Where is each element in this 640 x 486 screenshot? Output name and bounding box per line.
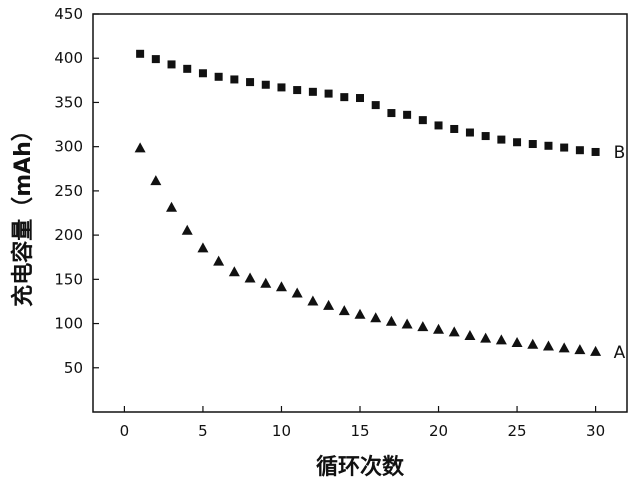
series-B-point bbox=[246, 78, 255, 87]
x-tick-label: 15 bbox=[350, 422, 369, 440]
series-A-point bbox=[166, 201, 178, 212]
y-axis-title: 充电容量（mAh） bbox=[10, 119, 36, 307]
series-B-point bbox=[575, 146, 584, 155]
y-tick-label: 100 bbox=[54, 315, 83, 333]
series-B-point bbox=[403, 110, 412, 119]
series-A-point bbox=[181, 224, 193, 235]
series-B-point bbox=[513, 138, 522, 147]
series-B-point bbox=[434, 121, 443, 130]
series-A-point bbox=[590, 345, 602, 356]
series-A-point bbox=[291, 287, 303, 298]
series-B-point bbox=[136, 49, 145, 58]
series-B-point bbox=[356, 94, 364, 103]
series-A-point bbox=[354, 308, 366, 319]
series-A-point bbox=[495, 334, 507, 345]
x-tick-label: 20 bbox=[429, 422, 448, 440]
y-tick-label: 250 bbox=[54, 182, 83, 200]
series-A-point bbox=[464, 329, 476, 340]
x-axis-ticks: 0 5 10 15 20 25 30 bbox=[120, 406, 605, 440]
series-label-A: A bbox=[614, 343, 626, 363]
series-A-point bbox=[150, 175, 162, 186]
series-B-point bbox=[497, 135, 506, 144]
x-tick-label: 5 bbox=[198, 422, 208, 440]
series-B-point bbox=[591, 147, 600, 156]
series-B-point bbox=[465, 128, 474, 137]
series-B-point bbox=[560, 143, 569, 152]
series-B-point bbox=[544, 141, 553, 150]
series-B-point bbox=[324, 89, 333, 98]
y-tick-label: 50 bbox=[64, 359, 83, 377]
x-axis-title: 循环次数 bbox=[316, 454, 405, 480]
y-tick-label: 300 bbox=[54, 138, 83, 156]
series-A-point bbox=[307, 295, 319, 306]
series-B-point bbox=[151, 55, 160, 64]
series-B-point bbox=[230, 75, 239, 84]
series-A-point bbox=[448, 326, 460, 337]
series-B-point bbox=[481, 132, 490, 141]
series-A-point bbox=[433, 323, 445, 334]
series-A-point bbox=[275, 281, 287, 292]
series-B-point bbox=[450, 124, 459, 133]
x-tick-label: 10 bbox=[272, 422, 291, 440]
series-A-point bbox=[213, 255, 225, 266]
plot-frame bbox=[92, 13, 628, 413]
series-A-point bbox=[228, 266, 240, 277]
series-B-point bbox=[418, 116, 427, 125]
series-B-point bbox=[293, 86, 302, 95]
series-B-point bbox=[277, 83, 286, 92]
series-A-point bbox=[260, 277, 272, 288]
x-tick-label: 25 bbox=[508, 422, 527, 440]
data-marks bbox=[134, 49, 602, 356]
series-B-point bbox=[261, 80, 270, 89]
y-tick-label: 150 bbox=[54, 270, 83, 288]
series-A-point bbox=[338, 305, 350, 316]
x-tick-label: 30 bbox=[586, 422, 605, 440]
series-A-point bbox=[134, 142, 146, 153]
series-A-point bbox=[323, 299, 335, 310]
series-A-point bbox=[574, 344, 586, 355]
series-A-point bbox=[197, 242, 209, 253]
series-A-point bbox=[370, 312, 382, 323]
series-A-point bbox=[480, 332, 492, 343]
series-B-point bbox=[198, 69, 207, 78]
series-A-point bbox=[542, 340, 554, 351]
series-B-point bbox=[371, 101, 380, 110]
y-tick-label: 350 bbox=[54, 93, 83, 111]
y-tick-label: 450 bbox=[54, 5, 83, 23]
series-A-point bbox=[417, 321, 429, 332]
series-B-point bbox=[214, 72, 223, 81]
series-A-point bbox=[244, 272, 256, 283]
series-B-point bbox=[183, 64, 192, 73]
series-A-point bbox=[558, 342, 570, 353]
series-labels: BA bbox=[614, 143, 626, 363]
y-tick-label: 400 bbox=[54, 49, 83, 67]
series-B-point bbox=[340, 93, 349, 102]
series-A-point bbox=[385, 315, 397, 326]
x-tick-label: 0 bbox=[120, 422, 130, 440]
series-A-point bbox=[527, 338, 539, 349]
series-A-point bbox=[511, 337, 523, 348]
series-B-point bbox=[167, 60, 176, 69]
series-B-point bbox=[528, 140, 537, 149]
series-B-point bbox=[387, 109, 396, 118]
series-B-point bbox=[308, 87, 317, 96]
series-A-point bbox=[401, 318, 413, 329]
y-axis-ticks: 50 100 150 200 250 300 350 400 450 bbox=[54, 5, 99, 377]
y-tick-label: 200 bbox=[54, 226, 83, 244]
series-label-B: B bbox=[614, 143, 626, 163]
